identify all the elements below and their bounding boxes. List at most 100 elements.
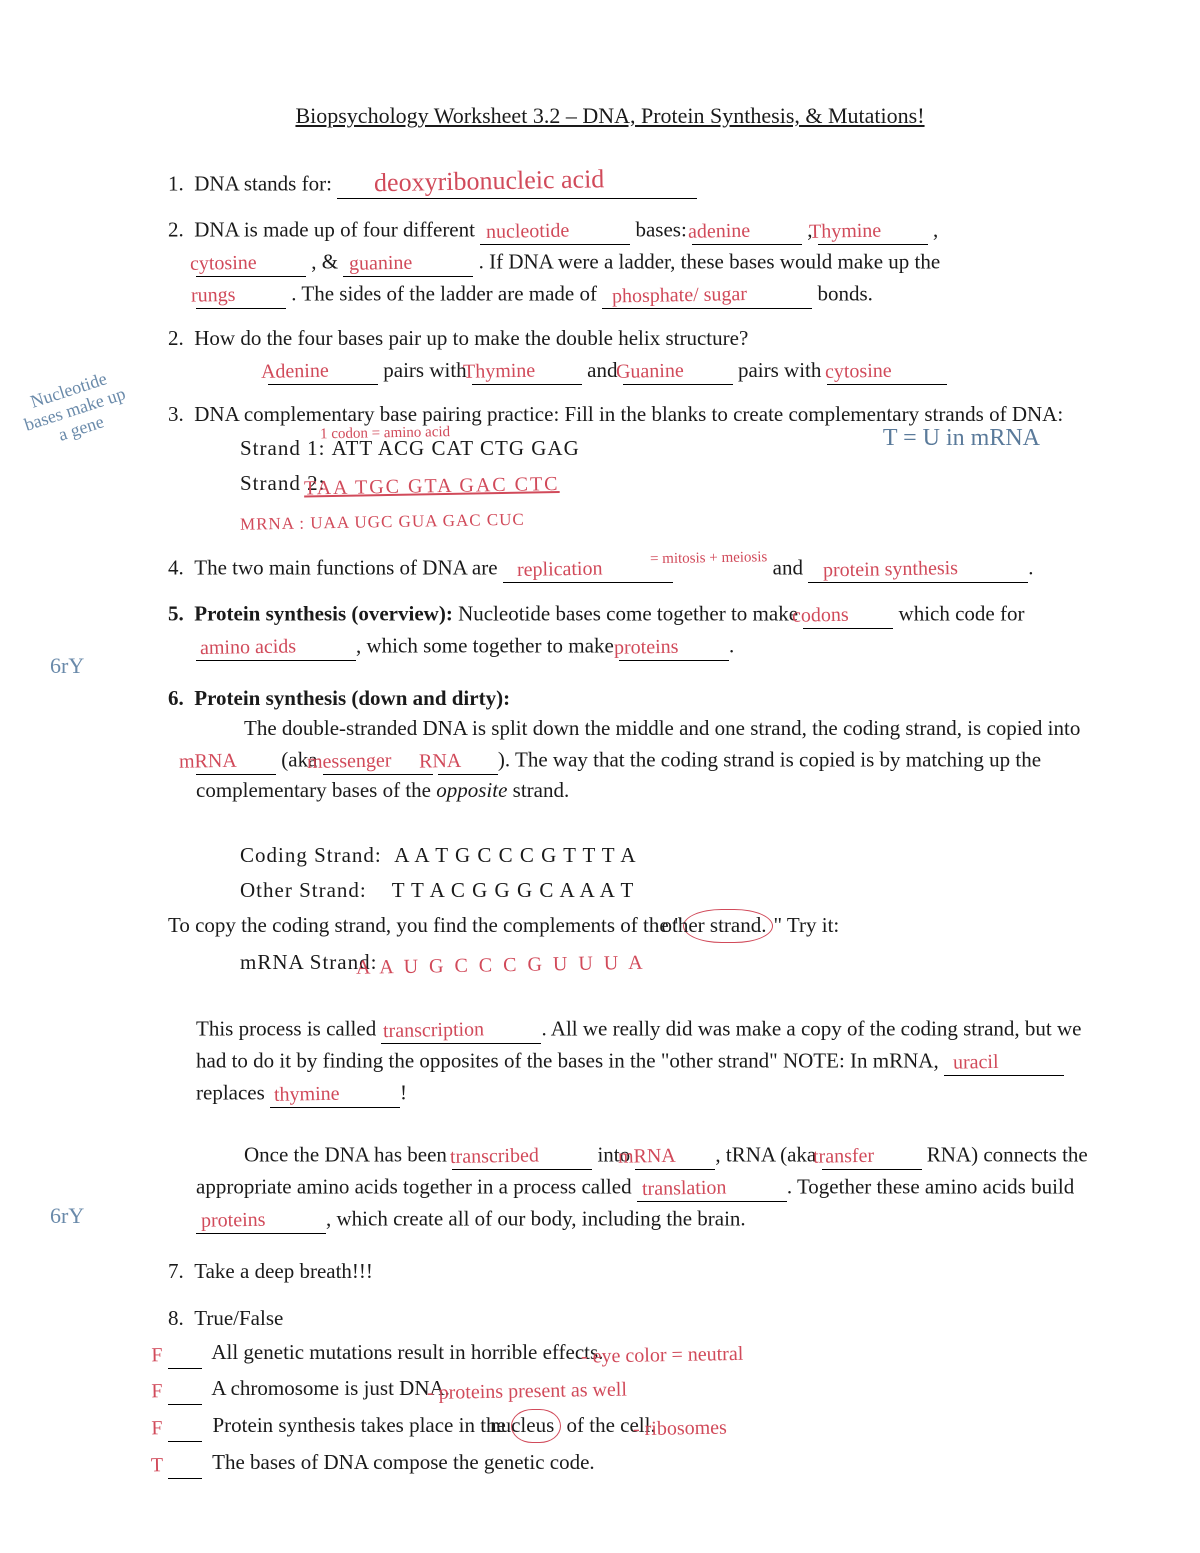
q1-blank: deoxyribonucleic acid [337, 160, 697, 199]
q2a-m5: bonds. [818, 281, 873, 305]
q6-a1: mRNA [207, 747, 237, 777]
q2a-b6: rungs [219, 280, 236, 309]
q8-r4-ans: T [171, 1451, 172, 1480]
q4-a1: replication [545, 554, 603, 584]
margin-note-2: 6rY [50, 650, 84, 682]
q6-a6: thymine [302, 1080, 340, 1110]
q6-a10: translation [669, 1174, 726, 1204]
q6-ms: A A U G C C C G U U U A [383, 948, 645, 982]
q6: 6. Protein synthesis (down and dirty): T… [168, 683, 1100, 1235]
q6-cs: A A T G C C C G T T T A [394, 843, 636, 867]
q6-os: T T A C G G G C A A A T [392, 878, 635, 902]
q5: 5. Protein synthesis (overview): Nucleot… [168, 597, 1100, 661]
q2a-b1: nucleotide [513, 216, 569, 246]
q2a-b5: guanine [376, 248, 412, 278]
q6-csl: Coding Strand: [240, 843, 382, 867]
q2b-prompt: How do the four bases pair up to make th… [194, 326, 748, 350]
q6-p2b: " Try it: [773, 913, 839, 937]
q6-p3a: This process is called [196, 1017, 376, 1041]
q6-p2c: other strand. [683, 909, 774, 942]
q6-p4a: Once the DNA has been [244, 1143, 447, 1167]
q2a-b3: Thymine [836, 216, 881, 246]
q2b: 2. How do the four bases pair up to make… [168, 323, 1100, 385]
q1-answer: deoxyribonucleic acid [402, 160, 605, 201]
q2a-b7: phosphate/ sugar [640, 280, 747, 311]
q2a-t: DNA is made up of four different [194, 217, 475, 241]
q8-r3-n: - ribosomes [661, 1414, 744, 1444]
q3-s1l: Strand 1: [240, 436, 325, 460]
q6-p4c: , tRNA (aka [715, 1143, 816, 1167]
q2a-m2: , & [311, 249, 338, 273]
q6-a7: transcribed [478, 1142, 539, 1172]
q2a-m1: bases: [635, 217, 686, 241]
q6-p1a: The double-stranded DNA is split down th… [244, 716, 1080, 740]
q3-ms: UAA UGC GUA GAC CUC [310, 510, 525, 533]
q6-a11: proteins [229, 1206, 266, 1236]
q8-r2-n: - proteins present as well [455, 1376, 627, 1408]
q2a-m3: . If DNA were a ladder, these bases woul… [479, 249, 941, 273]
q2b-a3: Guanine [644, 357, 684, 387]
q2a-b4: cytosine [217, 248, 256, 278]
q3-note-over: = mitosis + meiosis [678, 547, 768, 570]
q8-r2-t: A chromosome is just DNA. [211, 1376, 450, 1400]
q2b-p1: pairs with [383, 358, 466, 382]
q6-p1d: opposite [436, 778, 507, 802]
q5-t4: . [729, 633, 734, 657]
q5-a2: amino acids [228, 632, 297, 662]
q8-head: True/False [194, 1306, 283, 1330]
q6-a5: uracil [981, 1048, 999, 1077]
q3-s2: TAA TGC GTA GAC CTC [331, 470, 559, 503]
q5-t2: which code for [899, 601, 1025, 625]
q4-m: and [773, 555, 803, 579]
q2b-a1: Adenine [289, 357, 329, 387]
q6-a3: RNA [447, 747, 462, 776]
worksheet-page: Biopsychology Worksheet 3.2 – DNA, Prote… [0, 0, 1200, 1553]
q5-a3: proteins [642, 632, 679, 662]
q6-h: Protein synthesis (down and dirty): [194, 686, 510, 710]
q5-a1: codons [820, 600, 849, 629]
q2a-m4: . The sides of the ladder are made of [291, 281, 597, 305]
q8-r3-c: nucleus [511, 1409, 561, 1442]
q7-text: Take a deep breath!!! [194, 1259, 373, 1283]
q8-r1-t: All genetic mutations result in horrible… [211, 1340, 603, 1364]
q3-ml: MRNA : [240, 513, 305, 533]
q8-r4-t: The bases of DNA compose the genetic cod… [212, 1450, 595, 1474]
q2a-b2: adenine [716, 216, 751, 246]
q1-prompt: DNA stands for: [194, 171, 332, 195]
q6-p3d: ! [400, 1081, 407, 1105]
q5-h: Protein synthesis (overview): [194, 601, 453, 625]
page-title: Biopsychology Worksheet 3.2 – DNA, Prote… [120, 100, 1100, 132]
q4-s: . [1028, 555, 1033, 579]
q2b-p2: pairs with [738, 358, 821, 382]
q4: 4. The two main functions of DNA are rep… [168, 551, 1100, 583]
q1: 1. DNA stands for: deoxyribonucleic acid [168, 160, 1100, 199]
q6-p1e: strand. [507, 778, 569, 802]
q6-a2: messenger [335, 747, 392, 777]
q2a: 2. DNA is made up of four different nucl… [168, 213, 1100, 309]
q8: 8. True/False F All genetic mutations re… [168, 1303, 1100, 1479]
q4-a2: protein synthesis [850, 554, 957, 585]
q6-p2a: To copy the coding strand, you find the … [168, 913, 683, 937]
q5-t1: Nucleotide bases come together to make [458, 601, 798, 625]
margin-note-1: Nucleotide bases make up a gene [14, 364, 137, 454]
q8-r3-t: Protein synthesis takes place in the [213, 1413, 512, 1437]
q6-a4: transcription [411, 1015, 485, 1045]
q3-note-small: 1 codon = amino acid [348, 422, 450, 446]
margin-note-3: 6rY [50, 1200, 84, 1232]
q5-t3: , which some together to make [356, 633, 614, 657]
q7: 7. Take a deep breath!!! [168, 1256, 1100, 1286]
q3: 3. DNA complementary base pairing practi… [168, 399, 1100, 537]
q8-r1-n: - eye color = neutral [608, 1340, 743, 1371]
q6-osl: Other Strand: [240, 878, 367, 902]
q6-p4f: , which create all of our body, includin… [326, 1207, 746, 1231]
q6-p3c: replaces [196, 1081, 265, 1105]
q8-r2-ans: F [171, 1377, 172, 1406]
q6-p4e: . Together these amino acids build [787, 1175, 1074, 1199]
q2b-a4: cytosine [853, 357, 892, 387]
q4-p: The two main functions of DNA are [194, 555, 497, 579]
q6-a8: mRNA [646, 1142, 676, 1172]
q8-r1-ans: F [171, 1341, 172, 1370]
q3-note-right: T = U in mRNA [911, 421, 1040, 456]
q2b-mid: and [587, 358, 617, 382]
q8-r3-ans: F [171, 1414, 172, 1443]
